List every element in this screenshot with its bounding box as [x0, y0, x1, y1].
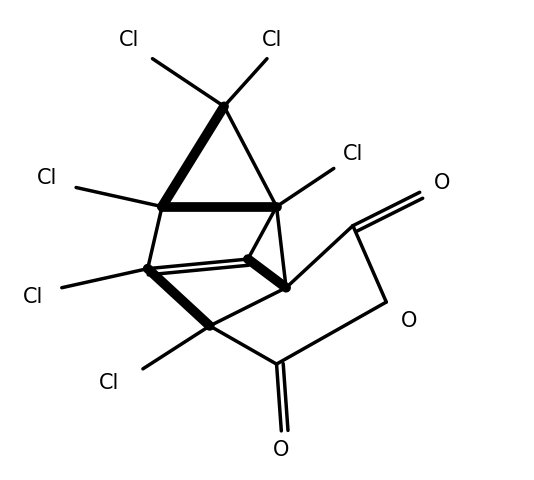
Text: Cl: Cl — [37, 168, 58, 188]
Text: Cl: Cl — [343, 144, 364, 164]
Text: Cl: Cl — [99, 373, 120, 393]
Text: Cl: Cl — [119, 30, 139, 49]
Text: Cl: Cl — [262, 30, 282, 49]
Text: O: O — [434, 173, 450, 193]
Text: O: O — [273, 440, 289, 460]
Text: O: O — [400, 311, 417, 331]
Text: Cl: Cl — [23, 287, 43, 307]
